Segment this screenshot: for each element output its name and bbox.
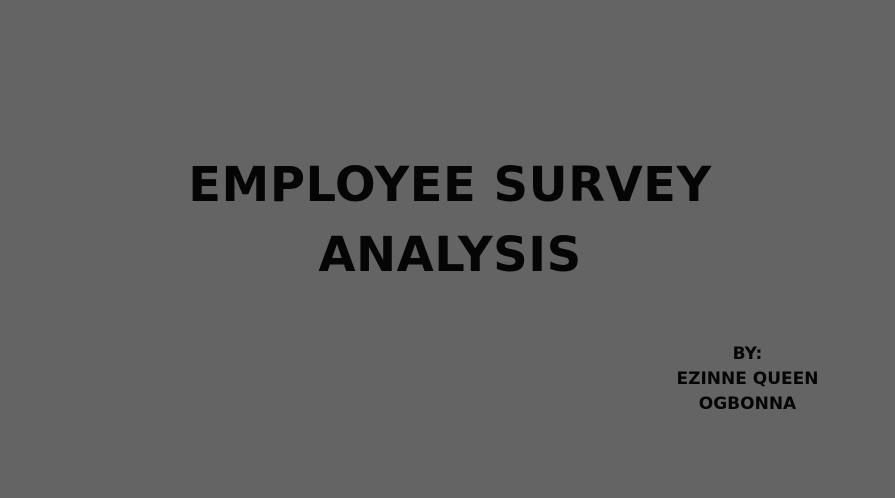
author-name-line-1: EZINNE QUEEN <box>676 369 819 389</box>
slide-title: EMPLOYEE SURVEY ANALYSIS <box>150 150 750 290</box>
author-prefix: BY: <box>732 344 763 364</box>
author-block: BY: EZINNE QUEEN OGBONNA <box>660 342 835 417</box>
title-line-2: ANALYSIS <box>318 227 582 283</box>
author-name-line-2: OGBONNA <box>698 394 797 414</box>
title-line-1: EMPLOYEE SURVEY <box>188 157 712 213</box>
